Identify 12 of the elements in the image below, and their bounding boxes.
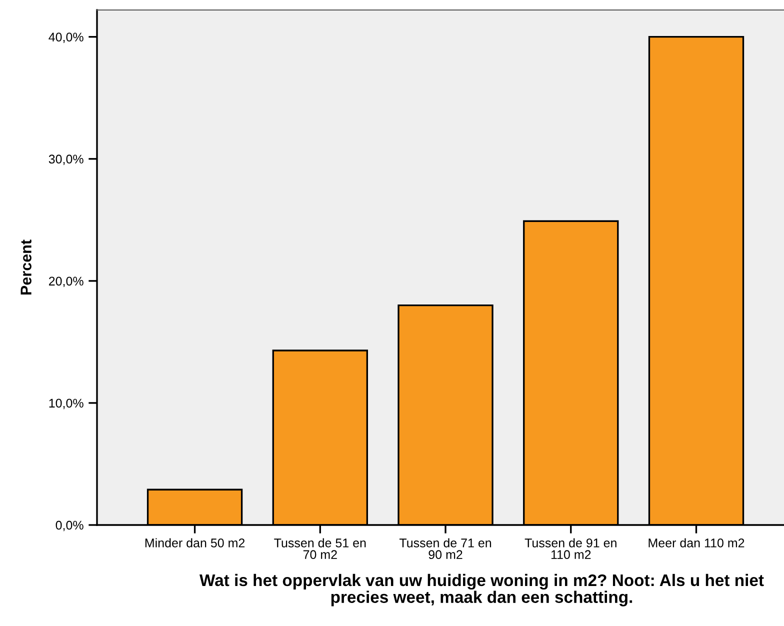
x-axis-title: Wat is het oppervlak van uw huidige woning in m2? Noot: Als u het niet precies weet, maak dan een schatting. [199,574,764,606]
x-tick-label: Tussen de 51 en 70 m2 [274,538,366,560]
x-tick-label: Meer dan 110 m2 [648,538,744,548]
y-tick-label: 0,0% [56,520,84,532]
y-tick-label: 30,0% [48,154,84,166]
x-tick-label: Tussen de 91 en 110 m2 [524,538,616,560]
y-tick-label: 40,0% [48,32,84,43]
y-tick-label: 20,0% [48,276,84,288]
x-tick-label: Tussen de 71 en 90 m2 [399,538,492,560]
x-tick-label: Minder dan 50 m2 [145,538,245,548]
y-axis-title: Percent [20,240,32,294]
y-tick-label: 10,0% [49,398,84,410]
